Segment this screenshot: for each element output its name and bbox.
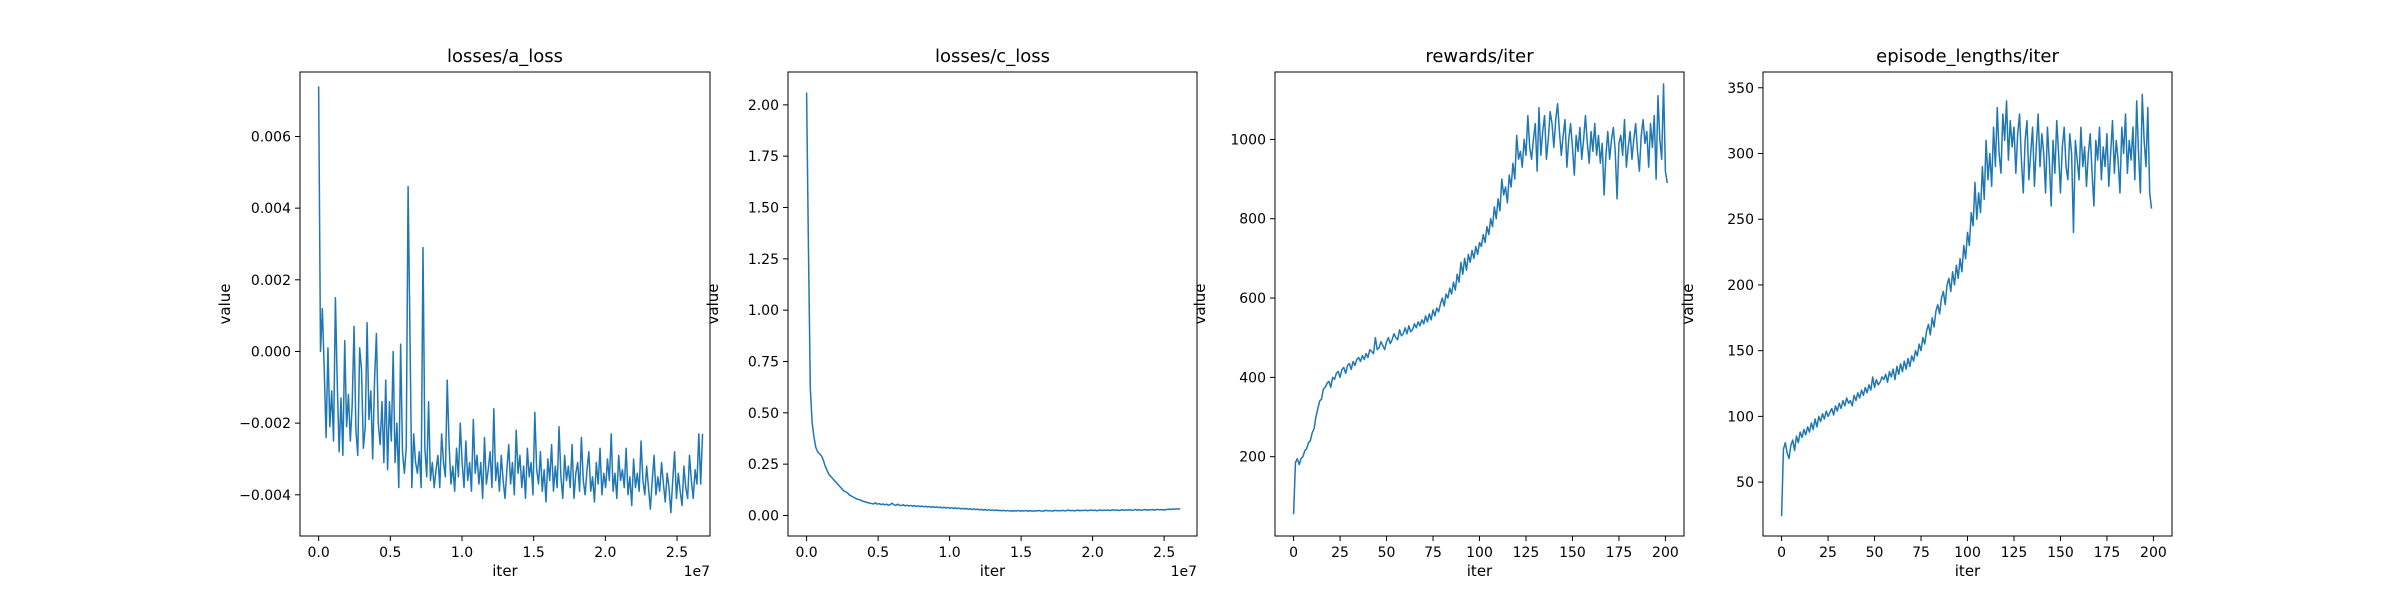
x-axis-label: iter (1955, 562, 1981, 580)
y-tick-label: 200 (1239, 450, 1266, 466)
x-tick-label: 125 (2001, 545, 2028, 561)
chart-panel-3: 0 25 50 75 100 125 150 175 200 200 400 600 800 1000 re… (1191, 46, 1685, 580)
x-tick-label: 0.0 (308, 545, 330, 561)
x-axis-label: iter (980, 562, 1006, 580)
chart-title: episode_lengths/iter (1876, 46, 2059, 67)
x-tick-label: 1.5 (1010, 545, 1032, 561)
chart-panel-4: 0 25 50 75 100 125 150 175 200 50 100 150 200 250 300 3… (1679, 46, 2173, 580)
y-tick-label: 400 (1239, 370, 1266, 386)
chart-panel-2: 0.0 0.5 1.0 1.5 2.0 2.5 0.00 0.25 0.50 0.75 1.00 1.… (704, 46, 1198, 580)
x-tick-label: 100 (1466, 545, 1493, 561)
x-tick-label: 100 (1954, 545, 1981, 561)
y-tick-label: 100 (1727, 409, 1754, 425)
chart-title: losses/a_loss (447, 46, 563, 67)
axes-frame (787, 71, 1198, 537)
x-tick-label: 0 (1777, 545, 1786, 561)
y-tick-label: 0.004 (251, 201, 291, 217)
x-tick-label: 175 (1606, 545, 1633, 561)
x-tick-label: 25 (1331, 545, 1349, 561)
y-tick-label: 250 (1727, 212, 1754, 228)
y-tick-label: 350 (1727, 81, 1754, 97)
x-tick-label: 175 (2094, 545, 2121, 561)
y-tick-label: 1000 (1230, 132, 1266, 148)
x-tick-label: 1.0 (451, 545, 473, 561)
x-axis-label: iter (1467, 562, 1493, 580)
axes-frame (299, 71, 711, 537)
y-tick-label: 1.75 (748, 149, 779, 165)
y-axis-label: value (704, 284, 722, 325)
y-tick-label: −0.004 (239, 488, 291, 504)
y-tick-label: 0.00 (748, 508, 779, 524)
x-tick-label: 75 (1424, 545, 1442, 561)
y-tick-label: 200 (1727, 278, 1754, 294)
x-tick-label: 2.0 (594, 545, 616, 561)
series-line (1780, 93, 2153, 517)
x-tick-label: 0 (1289, 545, 1298, 561)
x-tick-label: 50 (1866, 545, 1884, 561)
series-line (1292, 83, 1669, 515)
x-tick-label: 200 (1652, 545, 1679, 561)
series-line (317, 86, 704, 514)
chart-panel-1: 0.0 0.5 1.0 1.5 2.0 2.5 −0.004 −0.002 0.000 0.002… (216, 46, 711, 580)
y-tick-label: 1.00 (748, 303, 779, 319)
y-tick-label: 150 (1727, 344, 1754, 360)
x-tick-label: 150 (1559, 545, 1586, 561)
y-axis-label: value (1191, 284, 1209, 325)
y-tick-label: 50 (1736, 475, 1754, 491)
x-tick-label: 2.5 (1153, 545, 1175, 561)
y-tick-label: 800 (1239, 212, 1266, 228)
x-tick-label: 2.0 (1081, 545, 1103, 561)
y-tick-label: 2.00 (748, 98, 779, 114)
y-tick-label: −0.002 (239, 416, 291, 432)
x-tick-label: 0.5 (867, 545, 889, 561)
x-tick-label: 1.5 (523, 545, 545, 561)
x-tick-label: 50 (1378, 545, 1396, 561)
x-axis-label: iter (492, 562, 518, 580)
chart-title: losses/c_loss (935, 46, 1050, 67)
y-tick-label: 0.000 (251, 344, 291, 360)
y-tick-label: 0.002 (251, 273, 291, 289)
y-tick-label: 600 (1239, 291, 1266, 307)
y-tick-label: 0.50 (748, 406, 779, 422)
chart-title: rewards/iter (1425, 46, 1534, 67)
x-tick-label: 2.5 (666, 545, 688, 561)
y-axis-label: value (216, 284, 234, 325)
x-axis-offset-label: 1e7 (1171, 564, 1197, 580)
y-tick-label: 1.25 (748, 252, 779, 268)
series-line (805, 92, 1181, 512)
y-tick-label: 0.75 (748, 354, 779, 370)
x-tick-label: 150 (2047, 545, 2074, 561)
x-tick-label: 200 (2140, 545, 2167, 561)
x-tick-label: 75 (1912, 545, 1930, 561)
x-tick-label: 0.5 (379, 545, 401, 561)
x-tick-label: 25 (1819, 545, 1837, 561)
x-tick-label: 125 (1513, 545, 1540, 561)
y-tick-label: 0.006 (251, 129, 291, 145)
x-tick-label: 0.0 (795, 545, 817, 561)
x-axis-offset-label: 1e7 (684, 564, 710, 580)
y-tick-label: 0.25 (748, 457, 779, 473)
y-tick-label: 300 (1727, 146, 1754, 162)
y-axis-label: value (1679, 284, 1697, 325)
x-tick-label: 1.0 (938, 545, 960, 561)
y-tick-label: 1.50 (748, 201, 779, 217)
